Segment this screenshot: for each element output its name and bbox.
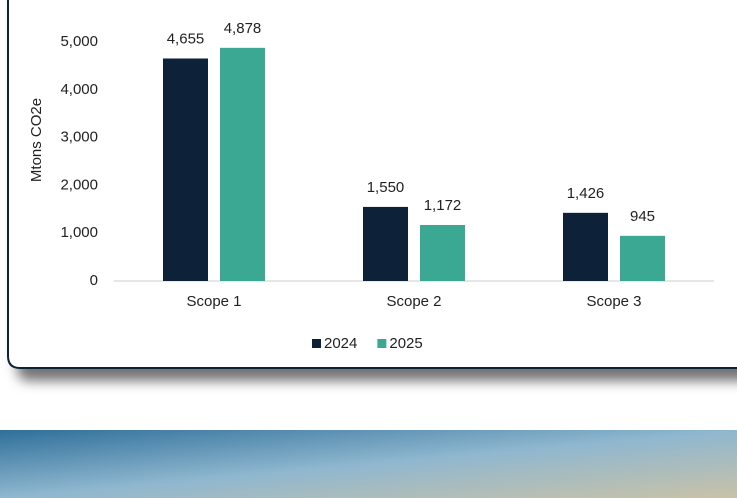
y-tick-label: 2,000 [60, 176, 98, 193]
legend-label: 2025 [389, 335, 422, 352]
y-tick-label: 1,000 [60, 224, 98, 241]
legend-label: 2024 [324, 335, 357, 352]
legend-swatch [312, 339, 321, 348]
y-tick-label: 0 [90, 272, 98, 289]
value-label: 4,655 [167, 30, 205, 47]
bar [363, 206, 408, 281]
y-tick-label: 4,000 [60, 81, 98, 98]
y-axis-label: Mtons CO2e [28, 98, 45, 182]
y-tick-label: 6,000 [60, 0, 98, 2]
bar [163, 58, 208, 282]
bar [420, 224, 465, 281]
bar [220, 47, 265, 281]
bar [563, 212, 608, 281]
legend-swatch [377, 339, 387, 348]
bar [620, 235, 665, 281]
value-label: 4,878 [224, 20, 262, 37]
value-label: 945 [630, 208, 655, 225]
x-tick-label: Scope 1 [186, 293, 241, 310]
x-tick-label: Scope 3 [586, 293, 641, 310]
photo [0, 430, 737, 498]
value-label: 1,172 [424, 197, 462, 214]
value-label: 1,426 [567, 185, 605, 202]
y-tick-label: 3,000 [60, 129, 98, 146]
value-label: 1,550 [367, 179, 405, 196]
x-tick-label: Scope 2 [386, 293, 441, 310]
y-tick-label: 5,000 [60, 33, 98, 50]
